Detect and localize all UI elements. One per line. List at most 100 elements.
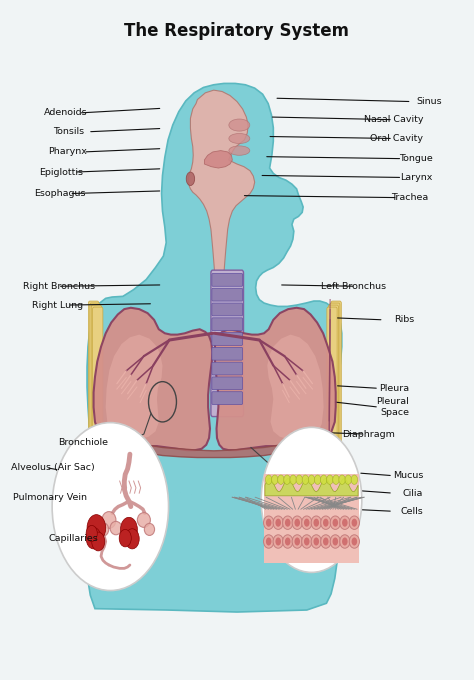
FancyBboxPatch shape: [212, 362, 243, 375]
Text: Sinus: Sinus: [416, 97, 442, 106]
Ellipse shape: [264, 534, 274, 548]
Ellipse shape: [110, 522, 122, 534]
Circle shape: [352, 537, 357, 545]
FancyBboxPatch shape: [212, 273, 243, 286]
Text: Bronchiole: Bronchiole: [58, 438, 108, 447]
Text: Pleura: Pleura: [379, 384, 409, 393]
Ellipse shape: [311, 534, 321, 548]
Circle shape: [261, 427, 362, 573]
Ellipse shape: [330, 534, 340, 548]
Circle shape: [266, 519, 272, 527]
Ellipse shape: [102, 511, 116, 528]
Polygon shape: [264, 475, 359, 563]
Circle shape: [304, 519, 310, 527]
Text: Esophagus: Esophagus: [35, 189, 86, 198]
Text: Right Lung: Right Lung: [32, 301, 83, 309]
FancyBboxPatch shape: [330, 303, 340, 453]
Ellipse shape: [302, 475, 309, 484]
FancyBboxPatch shape: [90, 303, 100, 453]
Ellipse shape: [229, 119, 250, 131]
Ellipse shape: [144, 524, 155, 535]
Circle shape: [285, 519, 291, 527]
FancyBboxPatch shape: [328, 305, 338, 449]
Ellipse shape: [229, 133, 250, 143]
Ellipse shape: [321, 516, 331, 530]
Text: Adenoids: Adenoids: [44, 109, 87, 118]
Text: Tonsils: Tonsils: [53, 127, 84, 136]
Ellipse shape: [283, 534, 293, 548]
Ellipse shape: [296, 475, 302, 484]
Circle shape: [313, 519, 319, 527]
Ellipse shape: [330, 516, 340, 530]
Circle shape: [52, 422, 169, 590]
Circle shape: [91, 532, 105, 551]
Ellipse shape: [292, 534, 302, 548]
Circle shape: [86, 526, 97, 541]
FancyBboxPatch shape: [212, 377, 243, 390]
Text: Pulmonary Vein: Pulmonary Vein: [13, 494, 88, 503]
FancyBboxPatch shape: [212, 318, 243, 330]
Text: Capillaries: Capillaries: [48, 534, 98, 543]
Circle shape: [119, 530, 131, 547]
Ellipse shape: [186, 172, 195, 186]
Ellipse shape: [320, 475, 327, 484]
Text: Epiglottis: Epiglottis: [39, 167, 83, 177]
Circle shape: [125, 529, 139, 549]
Circle shape: [304, 537, 310, 545]
Ellipse shape: [229, 146, 250, 155]
Polygon shape: [267, 335, 324, 439]
FancyBboxPatch shape: [212, 288, 243, 301]
Circle shape: [87, 515, 106, 541]
Ellipse shape: [301, 516, 312, 530]
Text: Mucus: Mucus: [393, 471, 423, 480]
Ellipse shape: [97, 523, 109, 536]
Polygon shape: [204, 150, 232, 168]
Circle shape: [342, 519, 347, 527]
Circle shape: [275, 537, 281, 545]
Text: Oral Cavity: Oral Cavity: [370, 134, 423, 143]
Ellipse shape: [278, 475, 284, 484]
Text: Left Bronchus: Left Bronchus: [321, 282, 386, 291]
FancyBboxPatch shape: [212, 303, 243, 316]
Circle shape: [266, 537, 272, 545]
Circle shape: [86, 528, 101, 549]
Text: The Respiratory System: The Respiratory System: [125, 22, 349, 40]
Text: Diaphragm: Diaphragm: [342, 430, 395, 439]
Polygon shape: [103, 443, 326, 460]
Circle shape: [275, 519, 281, 527]
Text: Trachea: Trachea: [391, 193, 428, 202]
Text: Larynx: Larynx: [400, 173, 433, 182]
FancyBboxPatch shape: [327, 307, 337, 446]
FancyBboxPatch shape: [211, 270, 244, 417]
FancyBboxPatch shape: [89, 301, 99, 456]
Ellipse shape: [273, 534, 283, 548]
Ellipse shape: [349, 516, 359, 530]
Circle shape: [285, 537, 291, 545]
Ellipse shape: [321, 534, 331, 548]
Ellipse shape: [351, 475, 357, 484]
Polygon shape: [188, 90, 255, 273]
Circle shape: [313, 537, 319, 545]
Polygon shape: [93, 308, 212, 450]
Ellipse shape: [314, 475, 321, 484]
FancyBboxPatch shape: [212, 347, 243, 360]
Circle shape: [342, 537, 347, 545]
Text: Pleural
Space: Pleural Space: [376, 398, 409, 417]
Circle shape: [323, 537, 328, 545]
Circle shape: [333, 537, 338, 545]
Text: Cilia: Cilia: [403, 489, 423, 498]
Ellipse shape: [301, 534, 312, 548]
Text: Ribs: Ribs: [394, 316, 414, 324]
Ellipse shape: [273, 516, 283, 530]
Circle shape: [294, 537, 300, 545]
Text: Cells: Cells: [401, 507, 423, 515]
FancyBboxPatch shape: [212, 333, 243, 345]
Ellipse shape: [327, 475, 333, 484]
FancyBboxPatch shape: [331, 301, 341, 456]
Text: Nasal Cavity: Nasal Cavity: [364, 115, 423, 124]
Ellipse shape: [264, 516, 274, 530]
Circle shape: [294, 519, 300, 527]
Ellipse shape: [333, 475, 339, 484]
Ellipse shape: [349, 534, 359, 548]
Ellipse shape: [265, 475, 272, 484]
